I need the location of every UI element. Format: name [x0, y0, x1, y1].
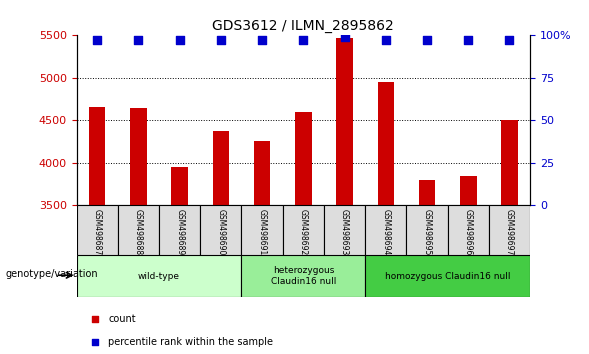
Text: GSM498690: GSM498690 [216, 209, 226, 256]
FancyBboxPatch shape [283, 205, 324, 255]
Text: wild-type: wild-type [138, 272, 180, 281]
Point [90, 339, 100, 345]
Point [175, 38, 184, 43]
Bar [213, 131, 229, 205]
Bar [295, 112, 312, 205]
Point [381, 38, 391, 43]
FancyBboxPatch shape [365, 205, 406, 255]
Point [340, 34, 349, 40]
Point [92, 38, 102, 43]
Point [90, 316, 100, 321]
Point [505, 38, 514, 43]
FancyBboxPatch shape [406, 205, 448, 255]
Text: homozygous Claudin16 null: homozygous Claudin16 null [385, 272, 511, 281]
Text: GSM498687: GSM498687 [92, 209, 102, 256]
Point [134, 38, 143, 43]
FancyBboxPatch shape [77, 255, 241, 297]
Text: GSM498688: GSM498688 [134, 209, 143, 255]
Point [257, 38, 267, 43]
Point [299, 38, 308, 43]
FancyBboxPatch shape [200, 205, 241, 255]
Point [464, 38, 473, 43]
Text: genotype/variation: genotype/variation [6, 269, 98, 279]
FancyBboxPatch shape [241, 205, 283, 255]
Point [216, 38, 226, 43]
Text: GSM498694: GSM498694 [381, 209, 391, 256]
Bar [460, 176, 477, 205]
Bar [419, 180, 435, 205]
Title: GDS3612 / ILMN_2895862: GDS3612 / ILMN_2895862 [213, 19, 394, 33]
Text: GSM498693: GSM498693 [340, 209, 349, 256]
Bar [254, 141, 270, 205]
Text: GSM498695: GSM498695 [422, 209, 432, 256]
FancyBboxPatch shape [118, 205, 159, 255]
Bar [130, 108, 147, 205]
Bar [378, 82, 394, 205]
Text: count: count [108, 314, 136, 324]
Text: GSM498692: GSM498692 [299, 209, 308, 256]
Bar [501, 120, 518, 205]
Bar [336, 38, 353, 205]
FancyBboxPatch shape [448, 205, 489, 255]
Bar [171, 167, 188, 205]
FancyBboxPatch shape [489, 205, 530, 255]
FancyBboxPatch shape [324, 205, 365, 255]
Text: GSM498697: GSM498697 [505, 209, 514, 256]
Point [422, 38, 432, 43]
Text: percentile rank within the sample: percentile rank within the sample [108, 337, 273, 347]
Bar [89, 107, 105, 205]
Text: GSM498696: GSM498696 [464, 209, 473, 256]
Text: GSM498689: GSM498689 [175, 209, 184, 256]
FancyBboxPatch shape [159, 205, 200, 255]
FancyBboxPatch shape [77, 205, 118, 255]
Text: GSM498691: GSM498691 [257, 209, 267, 256]
Text: heterozygous
Claudin16 null: heterozygous Claudin16 null [271, 267, 336, 286]
FancyBboxPatch shape [241, 255, 365, 297]
FancyBboxPatch shape [365, 255, 530, 297]
